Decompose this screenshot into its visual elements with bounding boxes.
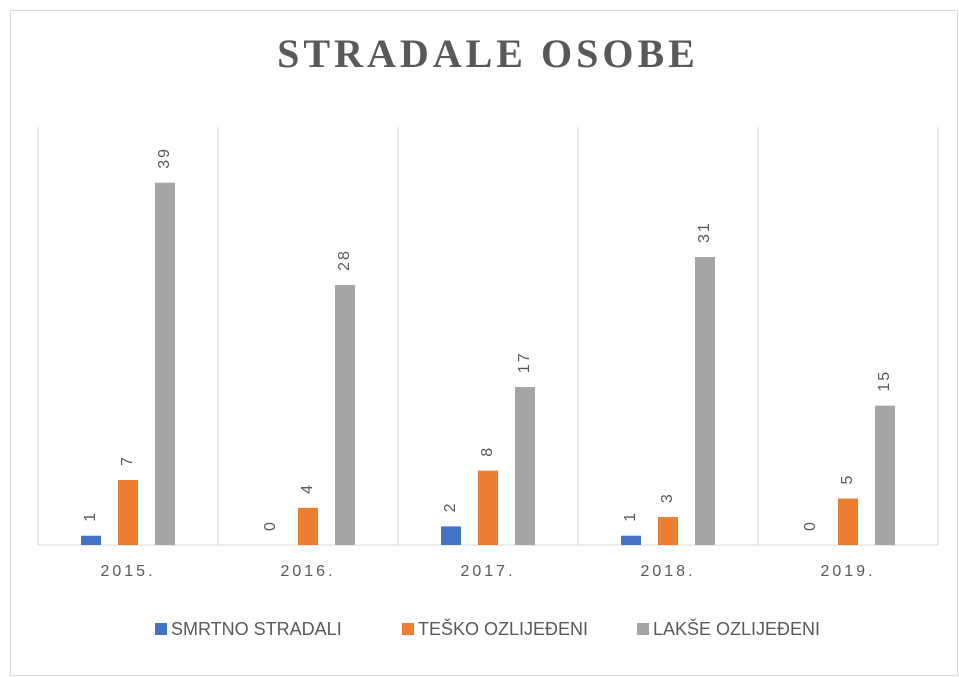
x-tick-label: 2019.	[820, 563, 875, 580]
data-label: 8	[479, 446, 496, 457]
data-label: 17	[516, 351, 533, 373]
data-label: 1	[82, 511, 99, 522]
chart-title: STRADALE OSOBE	[277, 31, 699, 76]
data-label: 4	[299, 483, 316, 494]
data-label: 7	[119, 455, 136, 466]
legend-swatch	[402, 623, 414, 635]
bar	[81, 535, 101, 545]
data-label: 39	[156, 147, 173, 169]
data-label: 15	[876, 370, 893, 392]
legend-swatch	[637, 623, 649, 635]
legend-label: TEŠKO OZLIJEĐENI	[418, 618, 588, 639]
legend-label: SMRTNO STRADALI	[171, 619, 342, 639]
x-tick-label: 2017.	[460, 563, 515, 580]
bar	[695, 257, 715, 545]
data-label: 1	[622, 511, 639, 522]
x-tick-label: 2016.	[280, 563, 335, 580]
data-label: 31	[696, 221, 713, 243]
bar	[298, 507, 318, 545]
data-label: 3	[659, 492, 676, 503]
bar	[658, 517, 678, 545]
data-label: 2	[442, 502, 459, 513]
bar	[478, 470, 498, 545]
bar	[621, 535, 641, 545]
x-tick-label: 2018.	[640, 563, 695, 580]
bar	[875, 405, 895, 545]
legend-swatch	[155, 623, 167, 635]
data-label: 5	[839, 474, 856, 485]
bar	[515, 387, 535, 545]
data-label: 0	[262, 520, 279, 531]
bar	[118, 479, 138, 545]
data-label: 28	[336, 249, 353, 271]
bar	[155, 182, 175, 545]
x-tick-label: 2015.	[100, 563, 155, 580]
legend-label: LAKŠE OZLIJEĐENI	[653, 618, 820, 639]
data-label: 0	[802, 520, 819, 531]
bar	[441, 526, 461, 545]
bar	[335, 284, 355, 545]
bar	[838, 498, 858, 545]
